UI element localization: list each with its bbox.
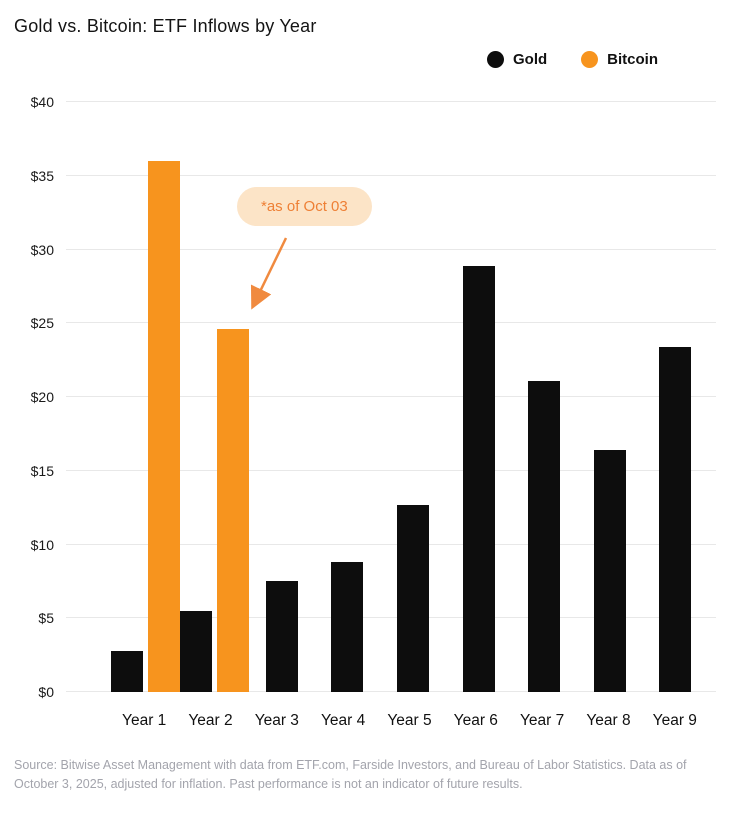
y-axis-tick-label: $30 [30, 241, 54, 258]
x-axis-tick-label: Year 5 [387, 712, 432, 729]
gold-bar [396, 504, 429, 692]
x-axis-tick-label: Year 8 [586, 712, 631, 729]
bar-group-year-1 [111, 102, 180, 692]
bitcoin-bar [217, 329, 249, 692]
bitcoin-legend-dot-icon [581, 51, 599, 68]
legend-item-gold: Gold [486, 51, 548, 68]
gridline [66, 322, 716, 324]
y-axis-tick-label: $40 [30, 94, 54, 110]
x-axis-tick-label: Year 7 [520, 712, 565, 729]
y-axis-tick-label: $15 [30, 462, 54, 479]
x-axis-tick-label: Year 9 [652, 712, 697, 729]
gridline [66, 396, 716, 397]
y-axis-tick-label: $10 [30, 536, 54, 553]
gridline [66, 248, 716, 250]
gridline [66, 617, 716, 619]
gridline [66, 691, 716, 692]
legend: Gold Bitcoin [14, 51, 658, 68]
bar-group-year-9 [642, 102, 708, 692]
bar-group-year-8 [577, 102, 643, 692]
x-axis-tick-label: Year 2 [188, 712, 233, 729]
gridline [66, 101, 716, 102]
x-axis-tick-label: Year 6 [453, 712, 498, 729]
x-axis-tick-label: Year 1 [122, 712, 167, 729]
gridline [66, 174, 716, 176]
y-axis-tick-label: $20 [30, 389, 54, 405]
bar-group-year-6 [446, 102, 512, 692]
bars-layer [66, 102, 716, 692]
y-axis-tick-label: $35 [30, 167, 54, 184]
y-axis-tick-label: $25 [30, 315, 54, 332]
gold-bar [111, 650, 143, 692]
bar-group-year-4 [315, 102, 381, 692]
gold-bar [180, 610, 212, 692]
plot-area: $0 $5 $10 $15 $20 $25 $30 $35 $40 [31, 94, 716, 700]
gold-bar [331, 562, 364, 692]
chart-title: Gold vs. Bitcoin: ETF Inflows by Year [14, 16, 317, 36]
bar-group-year-3 [249, 102, 315, 692]
annotation-bubble: *as of Oct 03 [237, 187, 372, 226]
y-axis-tick-label: $0 [38, 684, 54, 700]
gold-bar [265, 581, 298, 692]
gridline [66, 469, 716, 471]
bar-group-year-7 [511, 102, 577, 692]
x-axis: Year 1 Year 2 Year 3 Year 4 Year 5 Year 6 Year… [66, 712, 716, 730]
x-axis-tick-label: Year 4 [321, 712, 366, 729]
y-axis-tick-label: $5 [38, 610, 54, 627]
gold-legend-dot-icon [486, 51, 504, 68]
source-note: Source: Bitwise Asset Management with da… [14, 758, 687, 792]
x-axis-tick-label: Year 3 [254, 712, 299, 729]
bar-group-year-2 [180, 102, 249, 692]
gold-bar [462, 265, 495, 692]
legend-label: Bitcoin [607, 51, 658, 68]
bitcoin-bar [148, 161, 180, 692]
chart: $0 $5 $10 $15 $20 $25 $30 $35 $40 *as of Oct 03 [31, 94, 716, 700]
legend-item-bitcoin: Bitcoin [581, 51, 658, 68]
legend-label: Gold [512, 51, 548, 68]
gold-bar [593, 450, 626, 692]
bar-group-year-5 [380, 102, 446, 692]
gridline [66, 543, 716, 545]
gold-bar [659, 346, 692, 692]
gold-bar [528, 380, 561, 692]
